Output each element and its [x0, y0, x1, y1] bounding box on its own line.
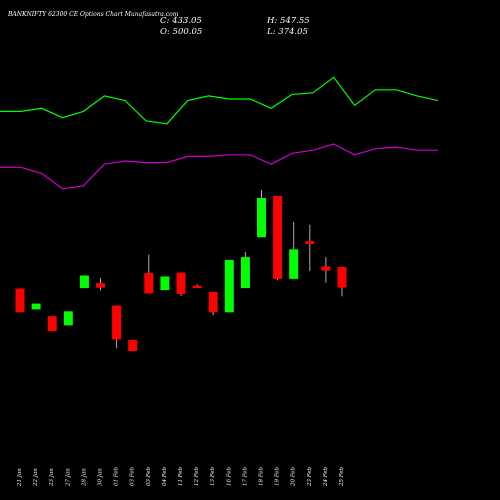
candle-body — [192, 285, 202, 289]
x-tick-label: 18 Feb — [259, 466, 265, 486]
x-tick-label: 16 Feb — [226, 466, 232, 486]
candle-body — [79, 275, 89, 289]
x-tick-label: 13 Feb — [210, 466, 216, 486]
x-tick-label: 21 Jan — [17, 468, 23, 487]
x-tick-label: 11 Feb — [178, 466, 184, 486]
candle-body — [15, 288, 25, 313]
low-value: L: 374.05 — [267, 27, 308, 37]
x-tick-label: 03 Feb — [146, 466, 152, 486]
candle-body — [337, 267, 347, 288]
x-tick-label: 27 Jan — [65, 468, 71, 487]
candle-body — [63, 311, 73, 326]
candle-body — [144, 273, 154, 294]
chart-title: BANKNIFTY 62300 CE Options Chart Munafas… — [8, 11, 179, 18]
x-tick-label: 12 Feb — [194, 466, 200, 486]
high-value: H: 547.55 — [267, 16, 310, 26]
x-tick-label: 23 Feb — [307, 466, 313, 487]
x-tick-label: 25 Feb — [339, 466, 345, 487]
candle-body — [321, 266, 331, 271]
x-tick-label: 03 Feb — [130, 466, 136, 486]
x-tick-label: 23 Jan — [49, 468, 55, 487]
candle-body — [289, 249, 299, 279]
candle-body — [112, 305, 122, 340]
x-tick-label: 20 Feb — [291, 466, 297, 487]
lower-indicator-line — [0, 143, 438, 190]
candle-body — [96, 283, 105, 288]
candle-body — [257, 198, 266, 238]
candle-body — [208, 291, 218, 313]
open-value: O: 500.05 — [160, 27, 203, 37]
candle-body — [31, 303, 41, 310]
candle-body — [240, 257, 250, 289]
candle-body — [224, 260, 234, 313]
x-tick-label: 24 Feb — [323, 466, 329, 487]
candle-body — [160, 276, 170, 291]
candle-body — [273, 196, 283, 279]
x-tick-label: 01 Feb — [114, 466, 120, 486]
x-tick-label: 28 Jan — [81, 468, 87, 487]
close-value: C: 433.05 — [160, 16, 202, 26]
x-tick-label: 30 Jan — [98, 468, 104, 486]
x-tick-label: 04 Feb — [162, 466, 168, 486]
x-tick-label: 22 Jan — [33, 468, 39, 487]
candle-body — [128, 339, 138, 352]
x-tick-label: 17 Feb — [242, 466, 248, 486]
candle-body — [176, 272, 186, 294]
x-tick-label: 19 Feb — [275, 466, 281, 486]
candle-body — [305, 241, 315, 245]
candle-body — [47, 316, 57, 332]
upper-indicator-line — [0, 76, 439, 125]
